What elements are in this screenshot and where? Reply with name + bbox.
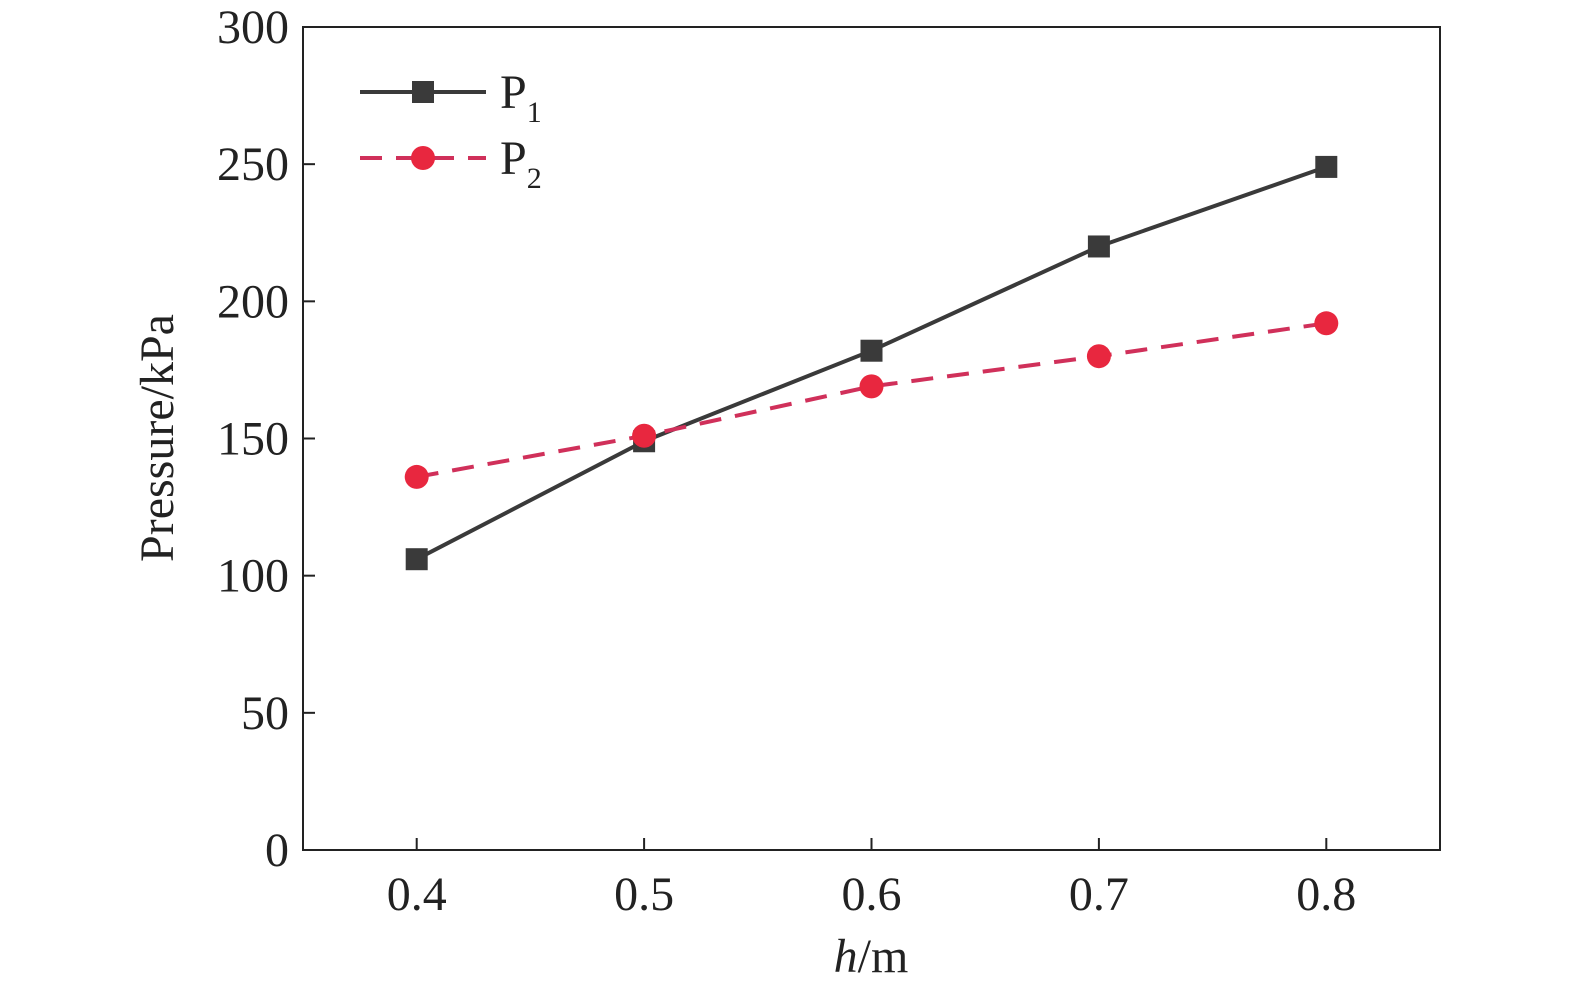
legend-label-p2: P2: [500, 132, 542, 195]
legend-marker-square: [412, 81, 434, 103]
plot-frame: [302, 26, 1441, 851]
y-axis-ticks: 0 50 100 150 200 250 300: [217, 1, 315, 877]
x-axis-label: h/m: [834, 930, 909, 983]
series-line-p2: [416, 321, 1327, 479]
y-tick-label: 250: [217, 138, 289, 191]
data-point-circle: [404, 464, 429, 489]
x-tick-label: 0.4: [387, 868, 447, 921]
data-point-square: [405, 548, 428, 571]
y-tick-label: 150: [217, 413, 289, 466]
y-tick-label: 300: [217, 1, 289, 54]
y-tick-label: 200: [217, 275, 289, 328]
y-axis-label: Pressure/kPa: [131, 314, 184, 562]
series-layer: [404, 155, 1339, 571]
data-point-circle: [632, 423, 657, 448]
series-line-p1: [415, 165, 1327, 561]
x-tick-label: 0.8: [1296, 868, 1356, 921]
legend-label-p1-main: P: [500, 66, 527, 119]
data-point-square: [860, 339, 883, 362]
legend-marker-circle: [411, 146, 435, 170]
legend: P1 P2: [360, 66, 542, 195]
x-tick-label: 0.5: [614, 868, 674, 921]
x-tick-label: 0.7: [1069, 868, 1129, 921]
x-axis-label-unit: /m: [858, 930, 909, 983]
data-point-circle: [1086, 344, 1111, 369]
y-tick-label: 100: [217, 550, 289, 603]
legend-label-p1: P1: [500, 66, 542, 129]
x-tick-label: 0.6: [842, 868, 902, 921]
data-point-circle: [1314, 311, 1339, 336]
y-tick-label: 0: [265, 824, 289, 877]
legend-entry-p2: P2: [360, 132, 542, 195]
data-point-circle: [859, 374, 884, 399]
legend-label-p2-sub: 2: [527, 162, 542, 195]
x-axis-label-italic: h: [834, 930, 858, 983]
y-tick-label: 50: [241, 687, 289, 740]
legend-entry-p1: P1: [360, 66, 542, 129]
legend-label-p2-main: P: [500, 132, 527, 185]
legend-label-p1-sub: 1: [527, 96, 542, 129]
x-axis-ticks: 0.4 0.5 0.6 0.7 0.8: [387, 838, 1356, 921]
data-point-square: [1315, 155, 1338, 178]
data-point-square: [1087, 235, 1110, 258]
